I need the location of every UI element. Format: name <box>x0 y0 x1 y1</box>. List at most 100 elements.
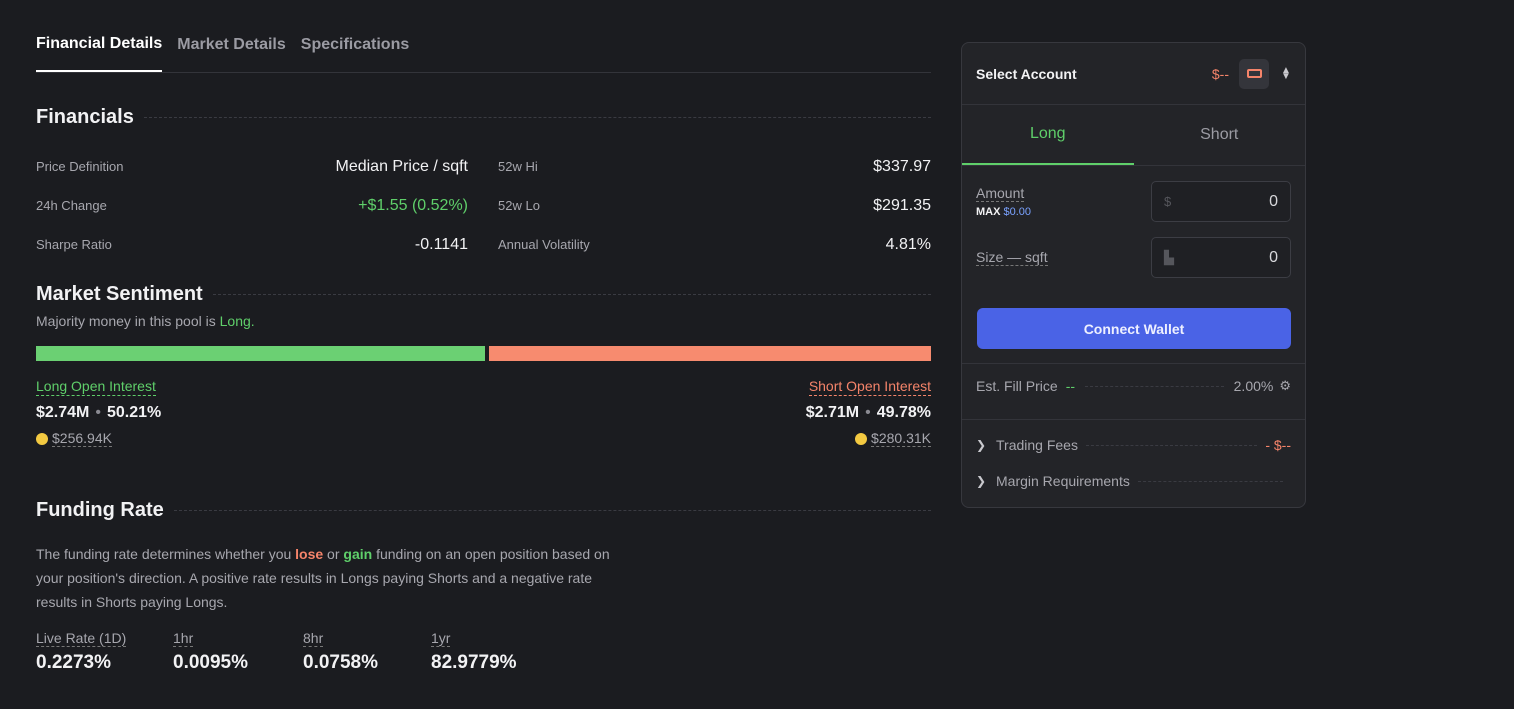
account-selector[interactable]: Select Account $-- ▲ ▼ <box>962 43 1305 105</box>
price-definition-label: Price Definition <box>36 159 124 174</box>
max-label: MAX <box>976 206 1001 218</box>
side-tabs: Long Short <box>962 105 1305 166</box>
short-oi-sub-amount[interactable]: $280.31K <box>871 430 931 447</box>
amount-input[interactable]: $ 0 <box>1151 181 1291 222</box>
sharpe-ratio-label: Sharpe Ratio <box>36 237 112 252</box>
market-sentiment-title: Market Sentiment <box>36 283 203 305</box>
short-open-interest-label[interactable]: Short Open Interest <box>808 378 931 396</box>
est-fill-price-label: Est. Fill Price <box>976 378 1058 394</box>
rate-1yr-value: 82.9779% <box>431 652 517 673</box>
financials-row: 24h Change +$1.55 (0.52%) 52w Lo $291.35 <box>36 186 931 225</box>
detail-tabs: Financial Details Market Details Specifi… <box>36 0 931 73</box>
wallet-icon[interactable] <box>1239 58 1269 89</box>
tab-financial-details[interactable]: Financial Details <box>36 35 163 72</box>
rate-live: Live Rate (1D) 0.2273% <box>36 630 173 674</box>
long-open-interest-label[interactable]: Long Open Interest <box>36 378 156 396</box>
amount-field: Amount MAX $0.00 $ 0 <box>976 181 1291 222</box>
short-oi-percent: 49.78% <box>876 404 931 421</box>
area-icon: ▙ <box>1164 249 1174 265</box>
funding-desc-part: funding on an open position based on you… <box>36 546 610 610</box>
52w-hi-label: 52w Hi <box>498 159 538 174</box>
funding-desc-part: or <box>323 546 344 562</box>
annual-volatility-label: Annual Volatility <box>498 237 590 252</box>
long-oi-sub: $256.94K <box>36 430 161 447</box>
max-amount[interactable]: MAX $0.00 <box>976 206 1151 218</box>
size-label[interactable]: Size — sqft <box>976 248 1048 266</box>
24h-change-label: 24h Change <box>36 198 107 213</box>
sentiment-majority-side: Long. <box>219 313 255 329</box>
rate-1hr-value: 0.0095% <box>173 652 249 673</box>
financial-details-panel: Financial Details Market Details Specifi… <box>36 0 931 673</box>
funding-rate-heading: Funding Rate <box>36 499 931 522</box>
funding-desc-part: The funding rate determines whether you <box>36 546 296 562</box>
tab-specifications[interactable]: Specifications <box>300 36 410 53</box>
rate-8hr-label[interactable]: 8hr <box>303 630 324 647</box>
long-open-interest: Long Open Interest $2.74M • 50.21% $256.94… <box>36 378 161 447</box>
short-oi-sub: $280.31K <box>806 430 931 447</box>
financials-row: Sharpe Ratio -0.1141 Annual Volatility 4… <box>36 225 931 264</box>
financials-heading: Financials <box>36 106 931 129</box>
tab-market-details[interactable]: Market Details <box>177 36 286 53</box>
funding-description: The funding rate determines whether you … <box>36 542 636 614</box>
divider <box>962 363 1305 364</box>
trading-fees-label: Trading Fees <box>996 437 1078 453</box>
slippage-value: 2.00% <box>1233 378 1274 394</box>
annual-volatility-value: 4.81% <box>885 235 931 253</box>
est-fill-price-row: Est. Fill Price -- 2.00% ⚙ <box>976 378 1291 394</box>
rate-1yr: 1yr 82.9779% <box>431 630 517 674</box>
funding-rates: Live Rate (1D) 0.2273% 1hr 0.0095% 8hr 0… <box>36 630 517 674</box>
short-open-interest-values: $2.71M • 49.78% <box>806 404 931 422</box>
size-input[interactable]: ▙ 0 <box>1151 237 1291 278</box>
amount-value: 0 <box>1269 192 1278 210</box>
chevron-right-icon: ❯ <box>976 474 987 488</box>
rate-live-value: 0.2273% <box>36 652 112 673</box>
funding-rate-title: Funding Rate <box>36 499 164 521</box>
sentiment-bar <box>36 346 931 361</box>
rate-1hr: 1hr 0.0095% <box>173 630 303 674</box>
short-share-bar <box>489 346 931 361</box>
dollar-prefix: $ <box>1164 194 1172 209</box>
funding-gain-word: gain <box>343 546 373 562</box>
max-value: $0.00 <box>1003 206 1032 218</box>
rate-1hr-label[interactable]: 1hr <box>173 630 194 647</box>
separator-dot: • <box>95 404 101 421</box>
emoji-icon <box>36 432 48 445</box>
financials-grid: Price Definition Median Price / sqft 52w… <box>36 147 931 264</box>
24h-change-value: +$1.55 (0.52%) <box>358 196 468 214</box>
rate-live-label[interactable]: Live Rate (1D) <box>36 630 127 647</box>
emoji-icon <box>855 432 868 445</box>
trading-fees-value: - $-- <box>1265 437 1291 453</box>
funding-lose-word: lose <box>295 546 324 562</box>
long-oi-amount: $2.74M <box>36 404 90 421</box>
long-share-bar <box>36 346 486 361</box>
financials-title: Financials <box>36 106 134 128</box>
gear-icon[interactable]: ⚙ <box>1279 378 1291 393</box>
rate-8hr-value: 0.0758% <box>303 652 379 673</box>
size-value: 0 <box>1269 248 1278 266</box>
financials-row: Price Definition Median Price / sqft 52w… <box>36 147 931 186</box>
market-sentiment-heading: Market Sentiment <box>36 283 931 306</box>
sentiment-summary-text: Majority money in this pool is <box>36 313 220 329</box>
amount-label[interactable]: Amount <box>976 185 1025 202</box>
sentiment-summary: Majority money in this pool is Long. <box>36 313 255 329</box>
trading-fees-row[interactable]: ❯ Trading Fees - $-- <box>976 437 1291 453</box>
tab-short[interactable]: Short <box>1200 126 1239 143</box>
margin-requirements-label: Margin Requirements <box>996 473 1130 489</box>
rate-1yr-label[interactable]: 1yr <box>431 630 451 647</box>
short-open-interest: Short Open Interest $2.71M • 49.78% $280.3… <box>806 378 931 447</box>
margin-requirements-row[interactable]: ❯ Margin Requirements <box>976 473 1291 489</box>
long-oi-sub-amount[interactable]: $256.94K <box>52 430 112 447</box>
long-open-interest-values: $2.74M • 50.21% <box>36 404 161 422</box>
sharpe-ratio-value: -0.1141 <box>414 235 468 253</box>
connect-wallet-button[interactable]: Connect Wallet <box>977 308 1291 349</box>
52w-lo-value: $291.35 <box>873 196 931 214</box>
chevron-updown-icon[interactable]: ▲ ▼ <box>1281 64 1291 82</box>
tab-long[interactable]: Long <box>962 105 1134 165</box>
short-oi-amount: $2.71M <box>805 404 860 421</box>
separator-dot: • <box>865 404 871 421</box>
select-account-label[interactable]: Select Account <box>976 65 1077 82</box>
divider <box>962 419 1305 420</box>
trade-panel: Select Account $-- ▲ ▼ Long Short Amount … <box>961 42 1306 508</box>
rate-8hr: 8hr 0.0758% <box>303 630 431 674</box>
est-fill-price-value: -- <box>1065 378 1076 394</box>
